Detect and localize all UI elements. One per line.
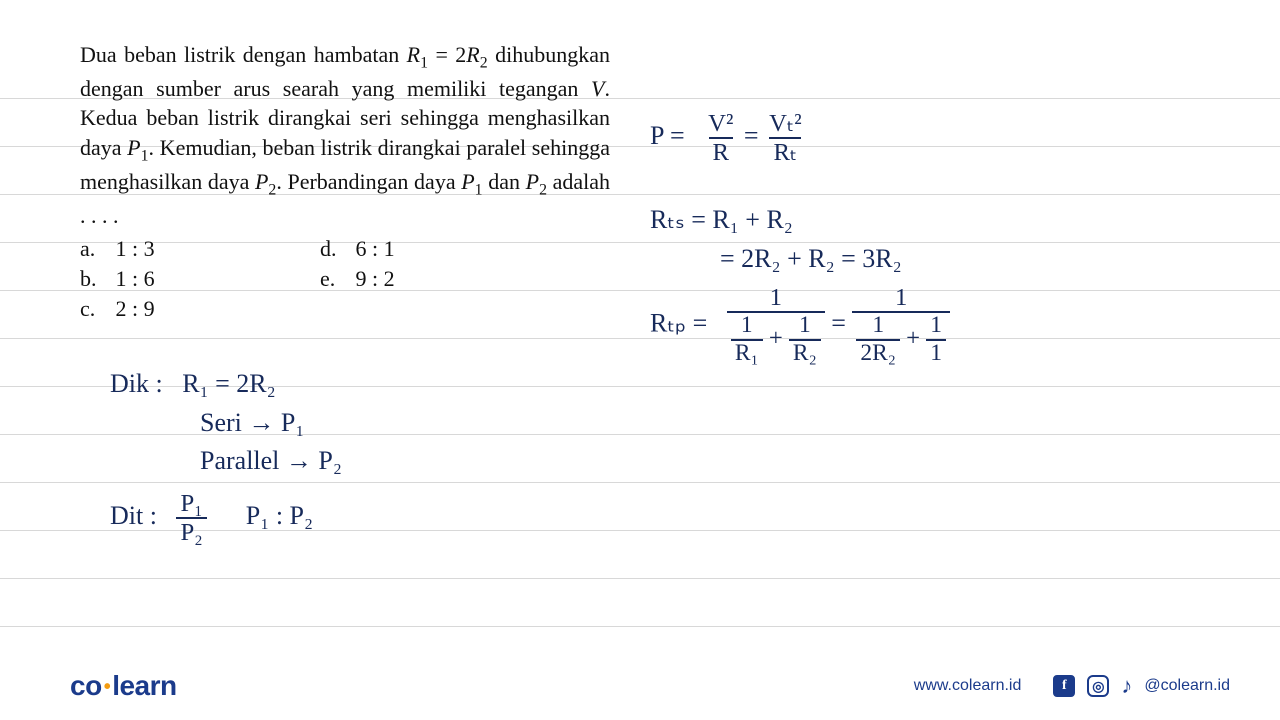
power-frac-2: Vₜ² Rₜ <box>765 110 806 166</box>
dit-label: Dit : <box>110 501 157 530</box>
dik-line: Dik : R₁ = 2R₂ <box>110 370 550 399</box>
socials: www.colearn.id f ◎ ♪ @colearn.id <box>914 673 1230 699</box>
rtp-frac1-den: 1 R₁ + 1 R₂ <box>727 311 825 367</box>
facebook-icon: f <box>1053 675 1075 697</box>
footer: co•learn www.colearn.id f ◎ ♪ @colearn.i… <box>0 670 1280 702</box>
dit-line: Dit : P₁ P₂ P₁ : P₂ <box>110 490 550 546</box>
question-text: Dua beban listrik dengan hambatan R1 = 2… <box>80 40 610 230</box>
dik-label: Dik : <box>110 369 163 398</box>
option: b. 1 : 6 <box>80 266 320 292</box>
power-frac-1: V² R <box>704 110 737 166</box>
power-eq: P = V² R = Vₜ² Rₜ <box>650 110 1210 166</box>
handwriting-left: Dik : R₁ = 2R₂ Seri → P₁ Parallel → P₂ D… <box>110 370 550 556</box>
logo-dot-icon: • <box>104 676 111 698</box>
rtp-line: Rₜₚ = 1 1 R₁ + 1 R₂ = 1 1 2 <box>650 284 1210 367</box>
dik-eq: R₁ = 2R₂ <box>182 369 275 398</box>
option: c. 2 : 9 <box>80 296 320 322</box>
dit-ratio: P₁ : P₂ <box>246 501 313 530</box>
option: a. 1 : 3 <box>80 236 320 262</box>
seri-line: Seri → P₁ <box>200 409 550 438</box>
social-handle: @colearn.id <box>1144 677 1230 695</box>
handwriting-right: P = V² R = Vₜ² Rₜ Rₜₛ = R₁ + R₂ = 2R₂ + … <box>650 110 1210 376</box>
rts-line-1: Rₜₛ = R₁ + R₂ <box>650 206 1210 235</box>
question-block: Dua beban listrik dengan hambatan R1 = 2… <box>80 40 610 322</box>
instagram-icon: ◎ <box>1087 675 1109 697</box>
logo: co•learn <box>70 670 177 702</box>
tiktok-icon: ♪ <box>1121 673 1132 699</box>
rts-line-2: = 2R₂ + R₂ = 3R₂ <box>720 245 1210 274</box>
option: e. 9 : 2 <box>320 266 560 292</box>
website-url: www.colearn.id <box>914 677 1022 695</box>
dit-frac: P₁ P₂ <box>176 490 206 546</box>
rtp-frac-1: 1 1 R₁ + 1 R₂ <box>727 284 825 367</box>
options-grid: a. 1 : 3d. 6 : 1b. 1 : 6e. 9 : 2c. 2 : 9 <box>80 236 610 322</box>
paralel-line: Parallel → P₂ <box>200 447 550 476</box>
rtp-frac-2: 1 1 2R₂ + 1 1 <box>852 284 950 367</box>
option: d. 6 : 1 <box>320 236 560 262</box>
rtp-frac2-den: 1 2R₂ + 1 1 <box>852 311 950 367</box>
